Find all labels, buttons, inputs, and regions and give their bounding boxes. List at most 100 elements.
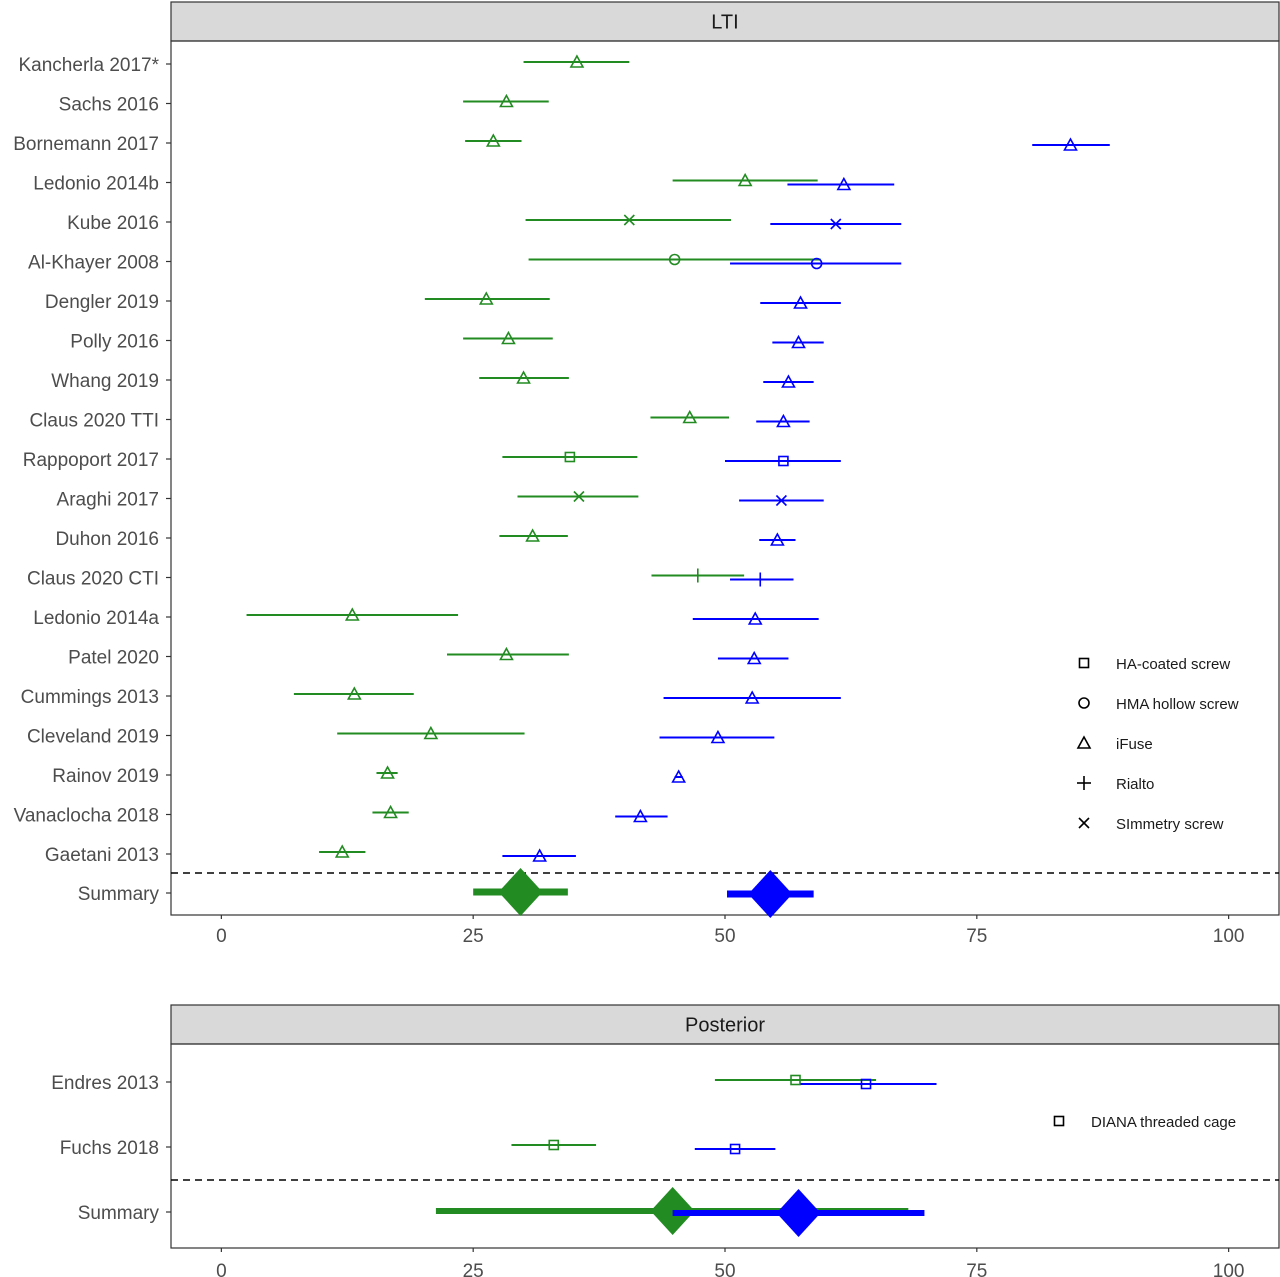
plot-area bbox=[170, 1043, 1280, 1249]
y-tick-label: Claus 2020 TTI bbox=[29, 411, 159, 432]
panel-strip bbox=[170, 1, 1280, 42]
y-tick-label: Bornemann 2017 bbox=[13, 134, 159, 155]
x-tick-label: 0 bbox=[216, 1261, 227, 1277]
point-blue-dengler-2019 bbox=[793, 295, 808, 309]
point-blue-rainov-2019 bbox=[671, 769, 687, 783]
summary-diamond-green bbox=[498, 868, 543, 916]
y-tick-label: Ledonio 2014a bbox=[33, 608, 159, 629]
legend-label: iFuse bbox=[1116, 736, 1153, 753]
point-blue-cleveland-2019 bbox=[710, 729, 726, 744]
legend-label: HA-coated screw bbox=[1116, 656, 1230, 673]
point-green-claus-2020-cti bbox=[690, 568, 705, 583]
legend-label: SImmetry screw bbox=[1116, 816, 1224, 833]
x-tick-label: 0 bbox=[216, 926, 227, 947]
point-green-patel-2020 bbox=[499, 646, 514, 661]
point-blue-rappoport-2017 bbox=[778, 455, 789, 467]
y-tick-label: Summary bbox=[78, 1203, 160, 1224]
panel-strip bbox=[170, 1004, 1280, 1045]
y-tick-label: Claus 2020 CTI bbox=[27, 569, 159, 590]
panel-posterior: Posterior Endres 2013 Fuchs 2018 Summary 0 25… bbox=[51, 1004, 1280, 1277]
y-tick-label: Summary bbox=[78, 884, 160, 905]
summary-diamond-blue bbox=[748, 870, 793, 918]
point-green-cleveland-2019 bbox=[423, 725, 439, 740]
point-green-dengler-2019 bbox=[478, 291, 494, 305]
x-tick-label: 75 bbox=[966, 1261, 987, 1277]
legend-key-ha-coated-screw bbox=[1078, 657, 1090, 669]
y-tick-label: Patel 2020 bbox=[68, 648, 159, 669]
point-blue-kube-2016 bbox=[830, 218, 842, 230]
y-tick-label: Dengler 2019 bbox=[45, 292, 159, 313]
point-blue-al-khayer-2008 bbox=[810, 257, 823, 270]
point-green-ledonio-2014a bbox=[344, 607, 360, 621]
legend-key-simmetry-screw bbox=[1078, 817, 1090, 829]
point-green-bornemann-2017 bbox=[485, 133, 501, 147]
point-blue-claus-2020-cti bbox=[753, 572, 768, 587]
plot-area bbox=[170, 40, 1280, 916]
legend-label: Rialto bbox=[1116, 776, 1154, 793]
point-green-claus-2020-tti bbox=[682, 409, 698, 424]
point-green-polly-2016 bbox=[501, 330, 516, 345]
x-tick-label: 50 bbox=[714, 926, 735, 947]
legend-key-rialto bbox=[1077, 776, 1091, 790]
point-green-rappoport-2017 bbox=[564, 451, 576, 463]
point-green-endres-2013 bbox=[790, 1074, 801, 1086]
point-blue-ledonio-2014a bbox=[747, 611, 763, 625]
y-tick-label: Gaetani 2013 bbox=[45, 845, 159, 866]
panel-title: Posterior bbox=[685, 1015, 765, 1037]
y-tick-label: Kancherla 2017* bbox=[19, 55, 160, 76]
legend-key-hma-hollow-screw bbox=[1078, 697, 1090, 709]
x-tick-label: 75 bbox=[966, 926, 987, 947]
legend-key-diana-threaded-cage bbox=[1053, 1115, 1065, 1127]
y-tick-label: Al-Khayer 2008 bbox=[28, 253, 159, 274]
point-blue-vanaclocha-2018 bbox=[633, 808, 648, 823]
point-blue-araghi-2017 bbox=[775, 494, 787, 507]
summary-diamond-blue bbox=[776, 1189, 821, 1237]
y-tick-label: Vanaclocha 2018 bbox=[14, 806, 159, 827]
point-blue-bornemann-2017 bbox=[1063, 137, 1078, 151]
legend-key-ifuse bbox=[1076, 735, 1092, 749]
y-tick-label: Araghi 2017 bbox=[57, 490, 159, 511]
legend-label: HMA hollow screw bbox=[1116, 696, 1239, 713]
panel-lti: LTI Kancherla 2017* Sachs 2016 Bornemann 20… bbox=[13, 1, 1280, 947]
point-green-kancherla-2017 bbox=[569, 54, 585, 68]
x-tick-label: 25 bbox=[463, 1261, 484, 1277]
point-blue-whang-2019 bbox=[781, 374, 796, 388]
y-tick-label: Cleveland 2019 bbox=[27, 727, 159, 748]
point-blue-endres-2013 bbox=[860, 1078, 872, 1090]
y-tick-label: Ledonio 2014b bbox=[33, 174, 159, 195]
point-green-rainov-2019 bbox=[380, 765, 395, 779]
x-tick-label: 100 bbox=[1213, 1261, 1245, 1277]
point-green-ledonio-2014b bbox=[737, 172, 753, 187]
x-tick-label: 25 bbox=[463, 926, 484, 947]
point-blue-patel-2020 bbox=[746, 650, 762, 665]
point-green-araghi-2017 bbox=[573, 490, 585, 503]
point-green-al-khayer-2008 bbox=[668, 253, 681, 266]
y-tick-label: Whang 2019 bbox=[51, 371, 159, 392]
y-tick-label: Fuchs 2018 bbox=[60, 1138, 159, 1159]
panel-title: LTI bbox=[711, 12, 738, 34]
y-tick-label: Rainov 2019 bbox=[52, 766, 159, 787]
point-green-fuchs-2018 bbox=[548, 1139, 560, 1151]
y-tick-label: Cummings 2013 bbox=[21, 687, 159, 708]
point-green-kube-2016 bbox=[623, 214, 635, 226]
point-blue-ledonio-2014b bbox=[836, 176, 852, 191]
point-green-sachs-2016 bbox=[499, 93, 514, 108]
point-blue-duhon-2016 bbox=[770, 532, 785, 546]
y-tick-label: Duhon 2016 bbox=[55, 529, 159, 550]
y-tick-label: Polly 2016 bbox=[70, 332, 159, 353]
point-green-duhon-2016 bbox=[525, 528, 540, 542]
point-green-gaetani-2013 bbox=[334, 844, 350, 858]
point-blue-cummings-2013 bbox=[744, 690, 760, 704]
point-blue-gaetani-2013 bbox=[532, 848, 548, 862]
point-green-whang-2019 bbox=[516, 370, 531, 384]
x-tick-label: 50 bbox=[714, 1261, 735, 1277]
y-tick-label: Rappoport 2017 bbox=[23, 450, 159, 471]
point-blue-fuchs-2018 bbox=[729, 1143, 741, 1155]
y-tick-label: Sachs 2016 bbox=[59, 95, 159, 116]
x-tick-label: 100 bbox=[1213, 926, 1245, 947]
y-tick-label: Endres 2013 bbox=[51, 1073, 159, 1094]
point-blue-claus-2020-tti bbox=[776, 413, 791, 428]
point-green-vanaclocha-2018 bbox=[383, 804, 398, 819]
point-blue-polly-2016 bbox=[791, 334, 806, 349]
